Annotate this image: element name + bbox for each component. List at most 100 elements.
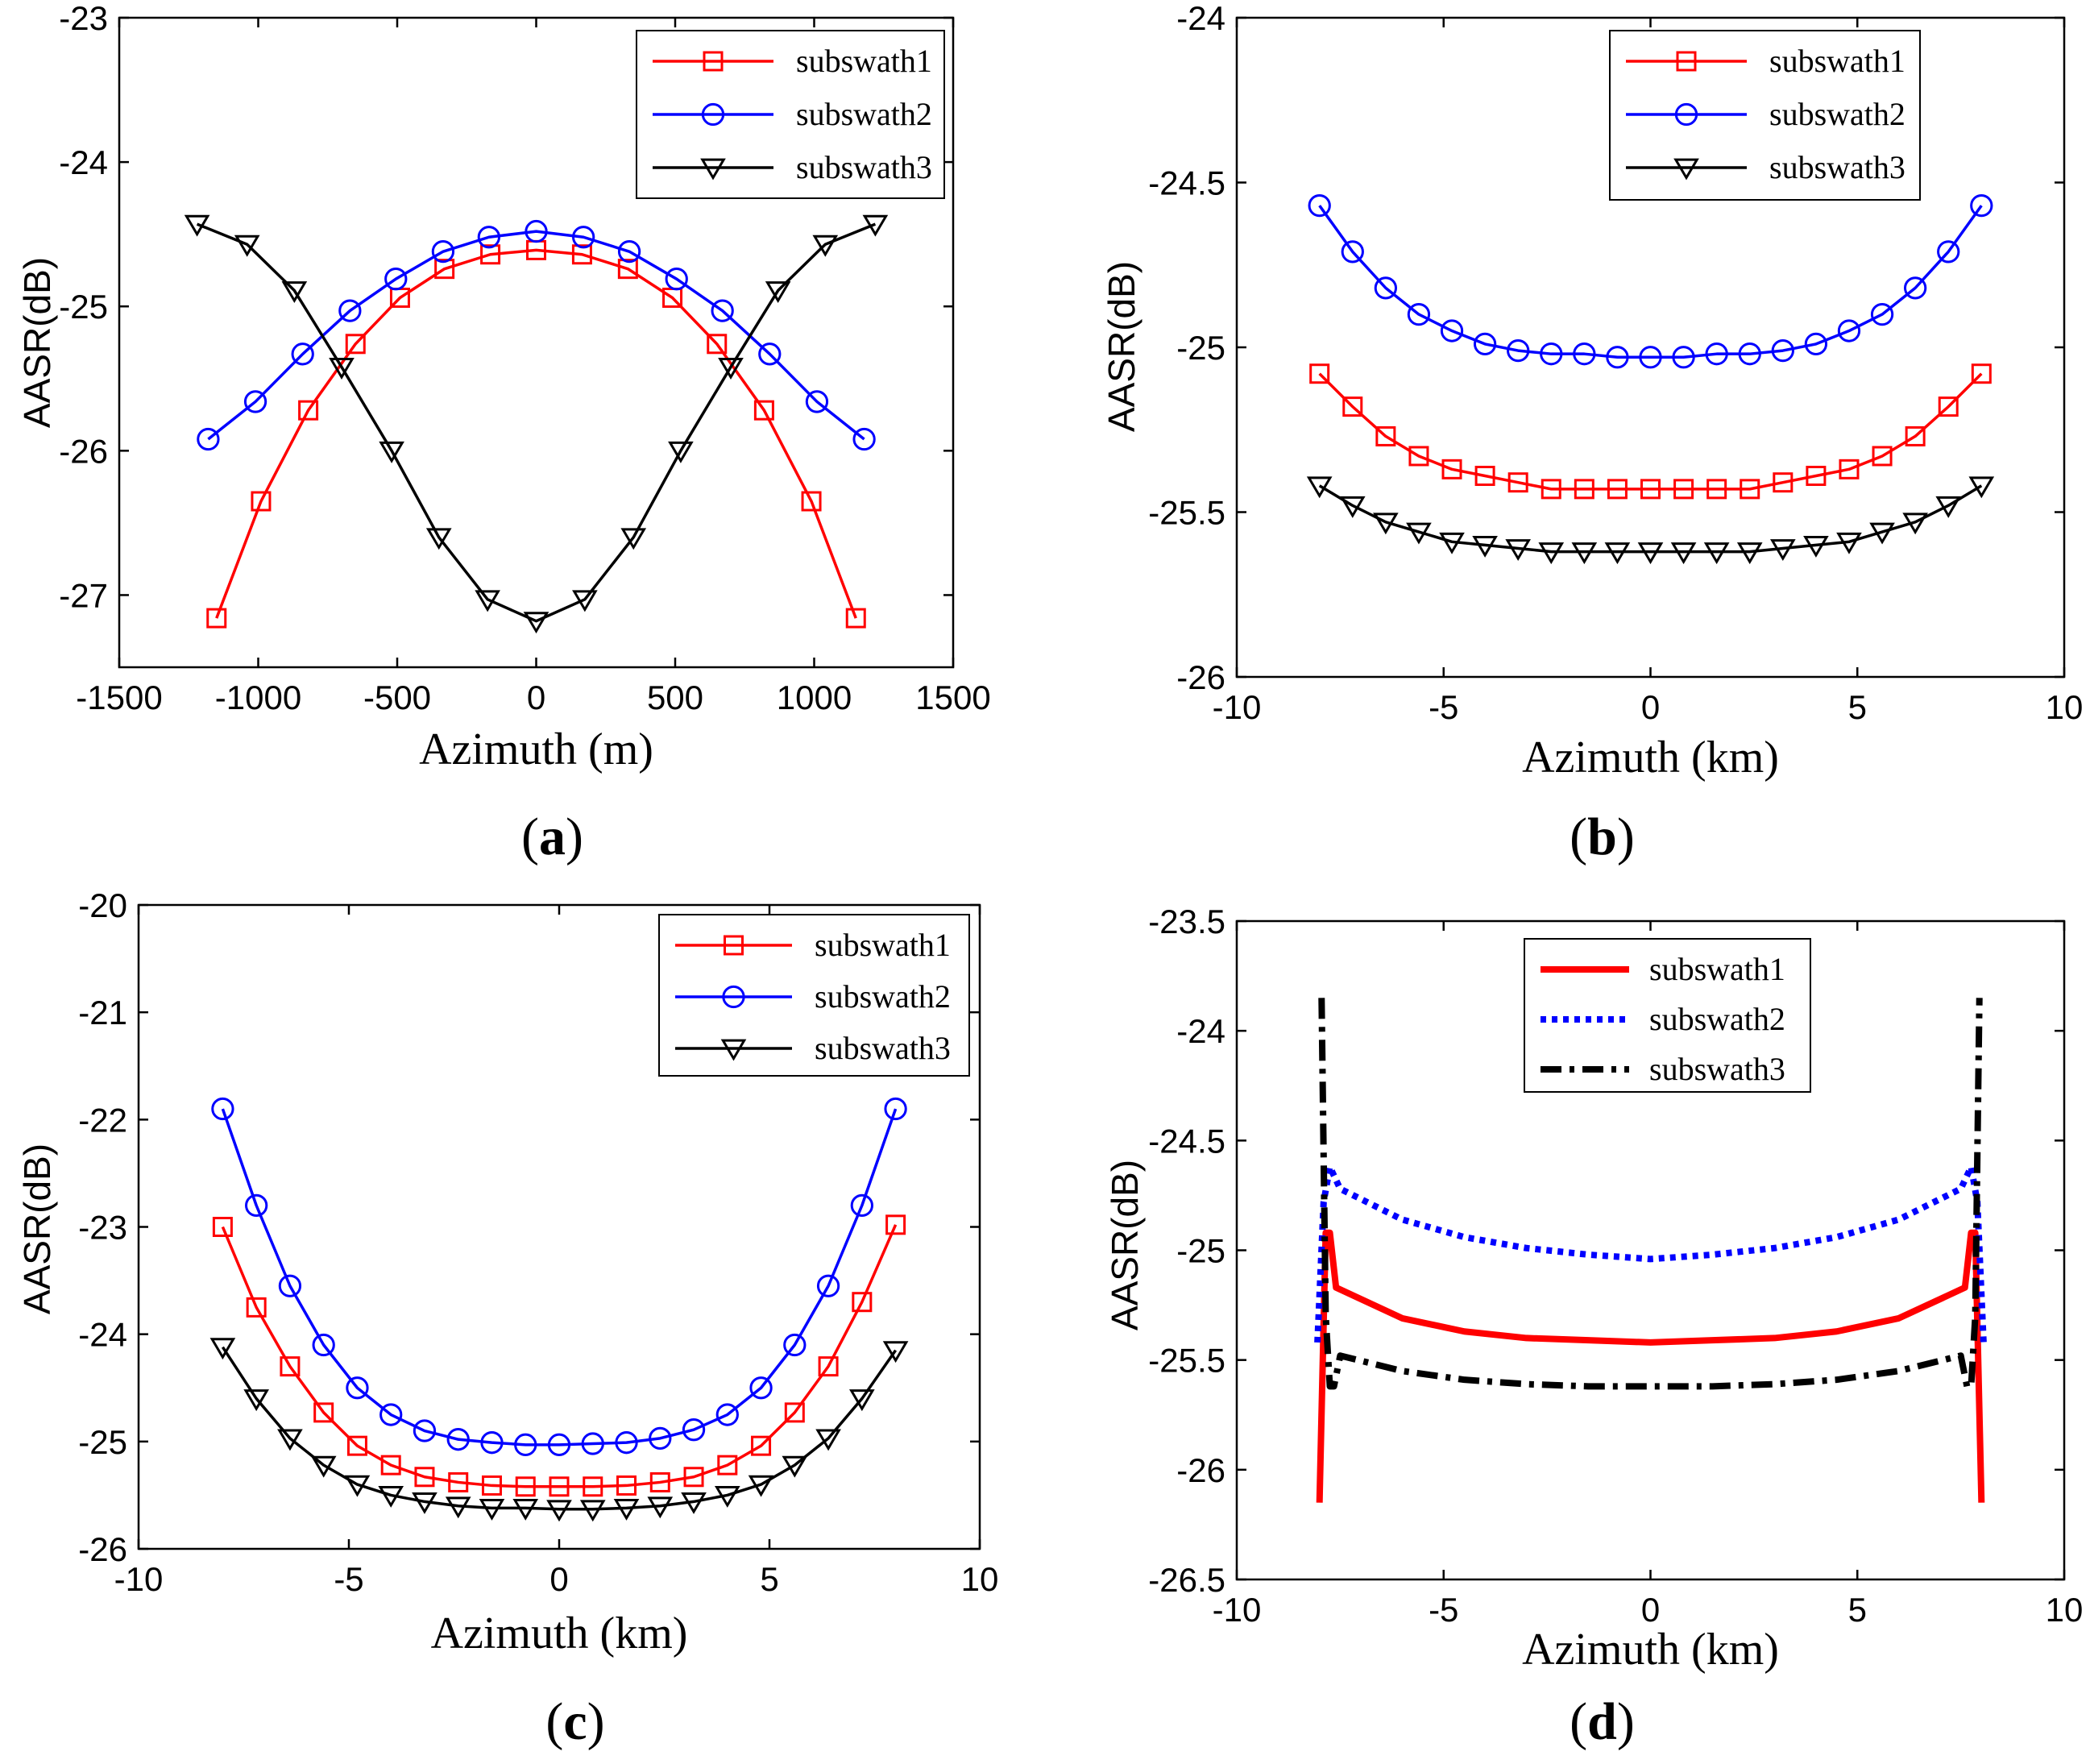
y-tick-label: -24	[1176, 0, 1225, 37]
data-point	[1705, 342, 1728, 366]
series-subswath2	[1314, 1164, 1987, 1343]
series-subswath1	[1316, 1229, 1985, 1503]
data-point	[682, 1418, 706, 1442]
y-tick-label: -26	[59, 432, 108, 470]
data-point	[480, 244, 501, 265]
data-point	[784, 1402, 805, 1423]
data-point	[346, 1376, 369, 1400]
data-point	[783, 1333, 807, 1357]
y-tick-label: -24.5	[1148, 164, 1225, 202]
caption-paren-close: )	[1617, 807, 1635, 866]
data-point	[711, 299, 734, 322]
data-point	[1740, 479, 1760, 500]
data-point	[1440, 319, 1464, 342]
data-point	[446, 1428, 470, 1451]
data-point	[583, 1476, 603, 1497]
caption-paren-close: )	[587, 1692, 605, 1751]
caption-paren-close: )	[566, 807, 583, 866]
data-point	[765, 281, 791, 304]
data-point	[1935, 496, 1962, 518]
x-tick-label: 0	[1641, 1591, 1660, 1629]
caption-paren-open: (	[545, 1692, 563, 1751]
series-line-subswath1	[1316, 1229, 1985, 1503]
data-point	[647, 1496, 674, 1519]
legend-label-subswath1: subswath1	[1649, 951, 1785, 987]
data-point	[243, 390, 267, 413]
data-point	[298, 400, 319, 421]
data-point	[812, 235, 839, 257]
y-tick-label: -23	[78, 1209, 127, 1247]
legend: subswath1 subswath2 subswath3	[658, 914, 970, 1077]
data-point	[845, 608, 866, 629]
x-tick-label: 10	[2046, 1591, 2084, 1629]
data-point	[882, 1341, 909, 1363]
legend-marker-subswath3	[1673, 158, 1699, 181]
legend-label-subswath3: subswath3	[815, 1030, 951, 1066]
data-point	[243, 1389, 269, 1412]
data-point	[581, 1432, 604, 1455]
data-point	[197, 427, 220, 451]
data-point	[1640, 479, 1661, 500]
data-point	[346, 1435, 367, 1456]
data-point	[850, 1193, 873, 1218]
series-subswath2	[1308, 193, 1993, 369]
legend-marker-subswath3	[700, 158, 726, 181]
data-point	[313, 1402, 334, 1423]
x-tick-label: 0	[527, 679, 545, 716]
data-point	[1837, 319, 1861, 342]
panel-caption: (c)	[545, 1692, 604, 1751]
data-point	[312, 1333, 335, 1357]
data-point	[1670, 542, 1697, 565]
data-point	[1507, 338, 1530, 363]
data-point	[378, 1486, 404, 1508]
data-point	[616, 1475, 637, 1496]
data-point	[805, 390, 829, 413]
y-axis-label: AASR(dB)	[1101, 261, 1142, 432]
data-point	[1474, 466, 1495, 487]
data-point	[1803, 536, 1829, 558]
legend-label-subswath1: subswath1	[815, 927, 951, 963]
x-tick-label: -5	[1429, 1591, 1458, 1629]
data-point	[431, 240, 455, 264]
data-point	[1937, 240, 1960, 264]
y-axis-label: AASR(dB)	[16, 257, 58, 428]
data-point	[1407, 302, 1431, 326]
data-point	[1540, 342, 1563, 366]
panel-caption: (d)	[1570, 1692, 1635, 1751]
y-tick-label: -24.5	[1148, 1122, 1225, 1160]
data-point	[1672, 346, 1695, 369]
data-point	[1439, 532, 1465, 554]
data-point	[1339, 496, 1366, 518]
data-point	[1472, 536, 1498, 558]
data-point	[572, 226, 595, 249]
legend-marker-subswath1	[703, 51, 724, 72]
data-point	[617, 240, 641, 264]
data-point	[1408, 446, 1429, 467]
data-point	[1736, 542, 1763, 565]
data-point	[1673, 479, 1694, 500]
x-tick-label: 10	[961, 1560, 999, 1598]
data-point	[212, 1217, 233, 1237]
legend-label-subswath3: subswath3	[796, 149, 932, 185]
series-line-subswath2	[221, 1108, 898, 1446]
data-point	[571, 244, 592, 265]
data-point	[1839, 459, 1860, 479]
data-point	[414, 1467, 435, 1488]
panel-d: -10 -5 0 5 10 -26.5 -26 -25.5 -25 -24.5 -24 -23.5 AA…	[1104, 903, 2083, 1751]
x-tick-label: -10	[1213, 1591, 1262, 1629]
data-point	[512, 1498, 539, 1521]
legend-marker-subswath3	[720, 1039, 747, 1061]
data-point	[1505, 539, 1532, 561]
data-point	[613, 1498, 640, 1521]
caption-paren-close: )	[1617, 1692, 1635, 1751]
panel-c: -10 -5 0 5 10 -26 -25 -24 -23 -22 -21 -20 AASR(dB) Az…	[16, 886, 998, 1751]
x-tick-label: 5	[1848, 1591, 1867, 1629]
data-point	[1769, 539, 1796, 561]
y-tick-label: -26	[1176, 658, 1225, 696]
data-point	[291, 342, 314, 366]
data-point	[718, 358, 744, 380]
legend-label-subswath2: subswath2	[796, 96, 932, 132]
y-tick-label: -23.5	[1148, 903, 1225, 940]
data-point	[665, 268, 688, 291]
data-point	[1574, 479, 1594, 500]
